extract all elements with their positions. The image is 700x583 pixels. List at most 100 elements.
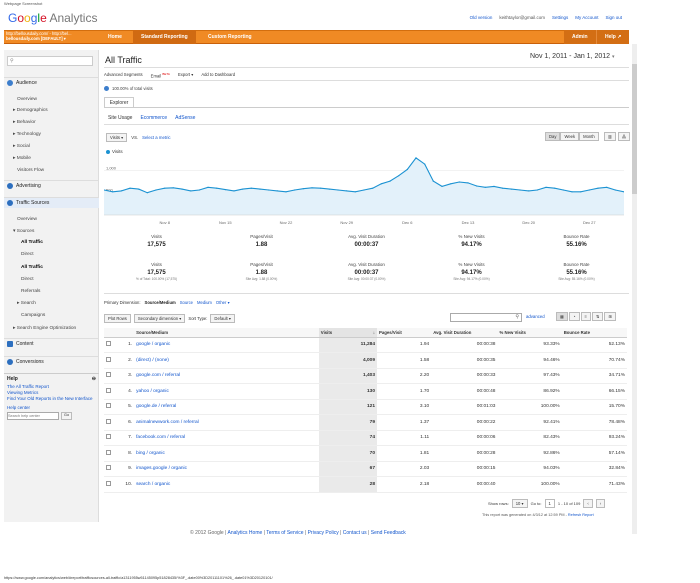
next-page-button[interactable]: › <box>595 499 606 508</box>
plot-rows-button[interactable]: Plot Rows <box>104 314 131 323</box>
data-point[interactable] <box>276 190 278 192</box>
sidebar-item-direct-2[interactable]: Direct <box>21 277 34 282</box>
data-point[interactable] <box>129 187 131 189</box>
data-point[interactable] <box>484 186 486 188</box>
data-point[interactable] <box>207 186 209 188</box>
sidebar-item-all-traffic[interactable]: All Traffic <box>21 240 43 245</box>
col-visits[interactable]: Visits ↓ <box>318 328 378 338</box>
dimension-other[interactable]: Other ▾ <box>215 300 230 305</box>
col-avg-duration[interactable]: Avg. Visit Duration <box>431 328 498 338</box>
data-point[interactable] <box>372 187 374 189</box>
scrollbar-thumb[interactable] <box>632 64 637 194</box>
tab-explorer[interactable]: Explorer <box>104 97 134 107</box>
table-search-input[interactable]: ⚲ <box>450 313 522 322</box>
performance-view-icon[interactable]: ≡ <box>580 312 591 321</box>
footer-privacy[interactable]: Privacy Policy <box>307 530 339 536</box>
sidebar-item-all-traffic-2[interactable]: All Traffic <box>21 265 43 270</box>
sidebar-item-social[interactable]: ▸ Social <box>13 144 30 149</box>
data-point[interactable] <box>623 191 624 193</box>
motion-chart-icon[interactable]: ⁂ <box>617 132 631 141</box>
help-link-viewing-metrics[interactable]: Viewing Metrics <box>7 390 39 395</box>
data-point[interactable] <box>389 180 391 182</box>
pivot-view-icon[interactable]: ⊞ <box>604 312 616 321</box>
sidebar-item-visitors-flow[interactable]: Visitors Flow <box>17 168 45 173</box>
data-point[interactable] <box>259 188 261 190</box>
sidebar-section-advertising[interactable]: Advertising <box>4 180 99 191</box>
add-to-dashboard-button[interactable]: Add to Dashboard <box>201 72 236 77</box>
row-checkbox[interactable] <box>104 430 119 446</box>
data-point[interactable] <box>224 189 226 191</box>
refresh-report-link[interactable]: Refresh Report <box>567 513 594 517</box>
data-point[interactable] <box>120 190 122 192</box>
data-point[interactable] <box>614 189 616 191</box>
help-link-old-reports[interactable]: Find Your Old Reports in the New Interfa… <box>7 396 93 401</box>
data-point[interactable] <box>545 186 547 188</box>
data-point[interactable] <box>294 189 296 191</box>
email-button[interactable]: Email BETA <box>150 72 170 79</box>
footer-terms[interactable]: Terms of Service <box>266 530 304 536</box>
data-point[interactable] <box>268 189 270 191</box>
account-selector[interactable]: http://bellousdaily.com/ - http://bel...… <box>6 31 72 41</box>
tab-home[interactable]: Home <box>108 34 122 40</box>
help-center-link[interactable]: Help center <box>7 405 31 410</box>
data-point[interactable] <box>588 189 590 191</box>
sidebar-item-campaigns[interactable]: Campaigns <box>21 313 46 318</box>
google-analytics-logo[interactable]: Google Analytics <box>8 11 98 25</box>
export-button[interactable]: Export ▾ <box>177 72 194 77</box>
tab-adsense[interactable]: AdSense <box>175 115 196 121</box>
data-point[interactable] <box>398 175 400 177</box>
comparison-view-icon[interactable]: ⇅ <box>591 312 604 321</box>
data-point[interactable] <box>233 190 235 192</box>
data-point[interactable] <box>502 187 504 189</box>
col-new-visits[interactable]: % New Visits <box>497 328 562 338</box>
page-scrollbar[interactable] <box>632 44 637 534</box>
data-point[interactable] <box>172 187 174 189</box>
row-checkbox[interactable] <box>104 352 119 369</box>
data-point[interactable] <box>155 189 157 191</box>
sidebar-search-input[interactable]: ⚲ <box>7 56 93 66</box>
month-button[interactable]: Month <box>579 132 599 141</box>
metric-select-button[interactable]: Visits ▾ <box>106 133 128 142</box>
sidebar-item-ts-overview[interactable]: Overview <box>17 217 37 222</box>
sidebar-section-traffic-sources[interactable]: Traffic Sources <box>4 197 99 208</box>
sidebar-item-mobile[interactable]: ▸ Mobile <box>13 156 31 161</box>
tab-custom-reporting[interactable]: Custom Reporting <box>208 34 252 40</box>
row-source-medium[interactable]: google / organic <box>134 337 319 353</box>
row-source-medium[interactable]: google.com / referral <box>134 368 319 384</box>
row-source-medium[interactable]: bing / organic <box>134 445 319 462</box>
footer-feedback[interactable]: Send Feedback <box>370 530 406 536</box>
prev-page-button[interactable]: ‹ <box>583 499 593 508</box>
line-chart-icon[interactable]: ▥ <box>604 132 616 141</box>
data-point[interactable] <box>441 185 443 187</box>
data-point[interactable] <box>424 163 426 165</box>
tab-site-usage[interactable]: Site Usage <box>108 115 133 121</box>
data-point[interactable] <box>493 185 495 187</box>
row-checkbox[interactable] <box>104 461 119 477</box>
visits-line-chart[interactable]: 1,000 500 Nov 8 Nov 15 Nov 22 Nov 29 Dec 6 Dec … <box>104 153 624 228</box>
day-button[interactable]: Day <box>545 132 561 141</box>
sidebar-item-technology[interactable]: ▸ Technology <box>13 132 41 137</box>
row-source-medium[interactable]: animalnewwork.com / referral <box>134 414 319 431</box>
sidebar-item-seo[interactable]: ▸ Search Engine Optimization <box>13 326 77 331</box>
row-source-medium[interactable]: facebook.com / referral <box>134 430 319 446</box>
sidebar-item-behavior[interactable]: ▸ Behavior <box>13 120 36 125</box>
my-account-link[interactable]: My Account <box>575 15 599 20</box>
row-source-medium[interactable]: (direct) / (none) <box>134 352 319 369</box>
data-point[interactable] <box>406 168 408 171</box>
data-point[interactable] <box>302 188 304 190</box>
dimension-source[interactable]: Source <box>179 300 194 305</box>
admin-button[interactable]: Admin <box>564 30 596 44</box>
data-point[interactable] <box>164 187 166 189</box>
data-point[interactable] <box>181 188 183 190</box>
data-point[interactable] <box>320 187 322 189</box>
data-point[interactable] <box>458 181 460 183</box>
data-point[interactable] <box>554 187 556 189</box>
data-point[interactable] <box>432 180 434 182</box>
data-point[interactable] <box>250 187 252 189</box>
select-metric-link[interactable]: Select a metric <box>142 135 171 140</box>
collapse-icon[interactable]: ⊖ <box>91 376 96 382</box>
tab-standard-reporting[interactable]: Standard Reporting <box>133 30 196 44</box>
data-point[interactable] <box>467 182 469 184</box>
sign-out-link[interactable]: Sign out <box>605 15 622 20</box>
sidebar-section-conversions[interactable]: Conversions <box>4 356 99 367</box>
